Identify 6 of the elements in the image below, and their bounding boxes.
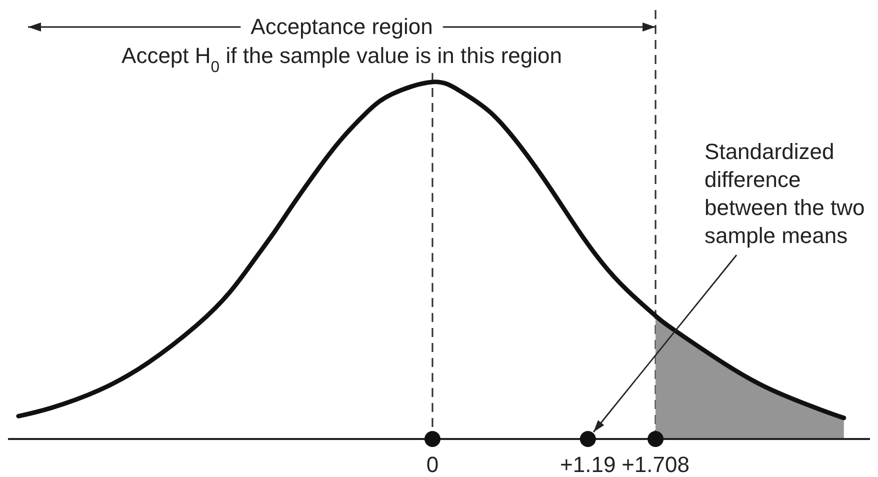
x-tick-label: +1.708 bbox=[622, 452, 690, 477]
x-tick-label: 0 bbox=[426, 452, 439, 477]
annotation: Standardized difference between the two sample means bbox=[704, 139, 865, 248]
x-tick-label: +1.19 bbox=[560, 452, 616, 477]
text: Accept H$_{0}$ if the sample value is in this region bbox=[122, 43, 562, 76]
text: Acceptance region bbox=[250, 14, 433, 39]
